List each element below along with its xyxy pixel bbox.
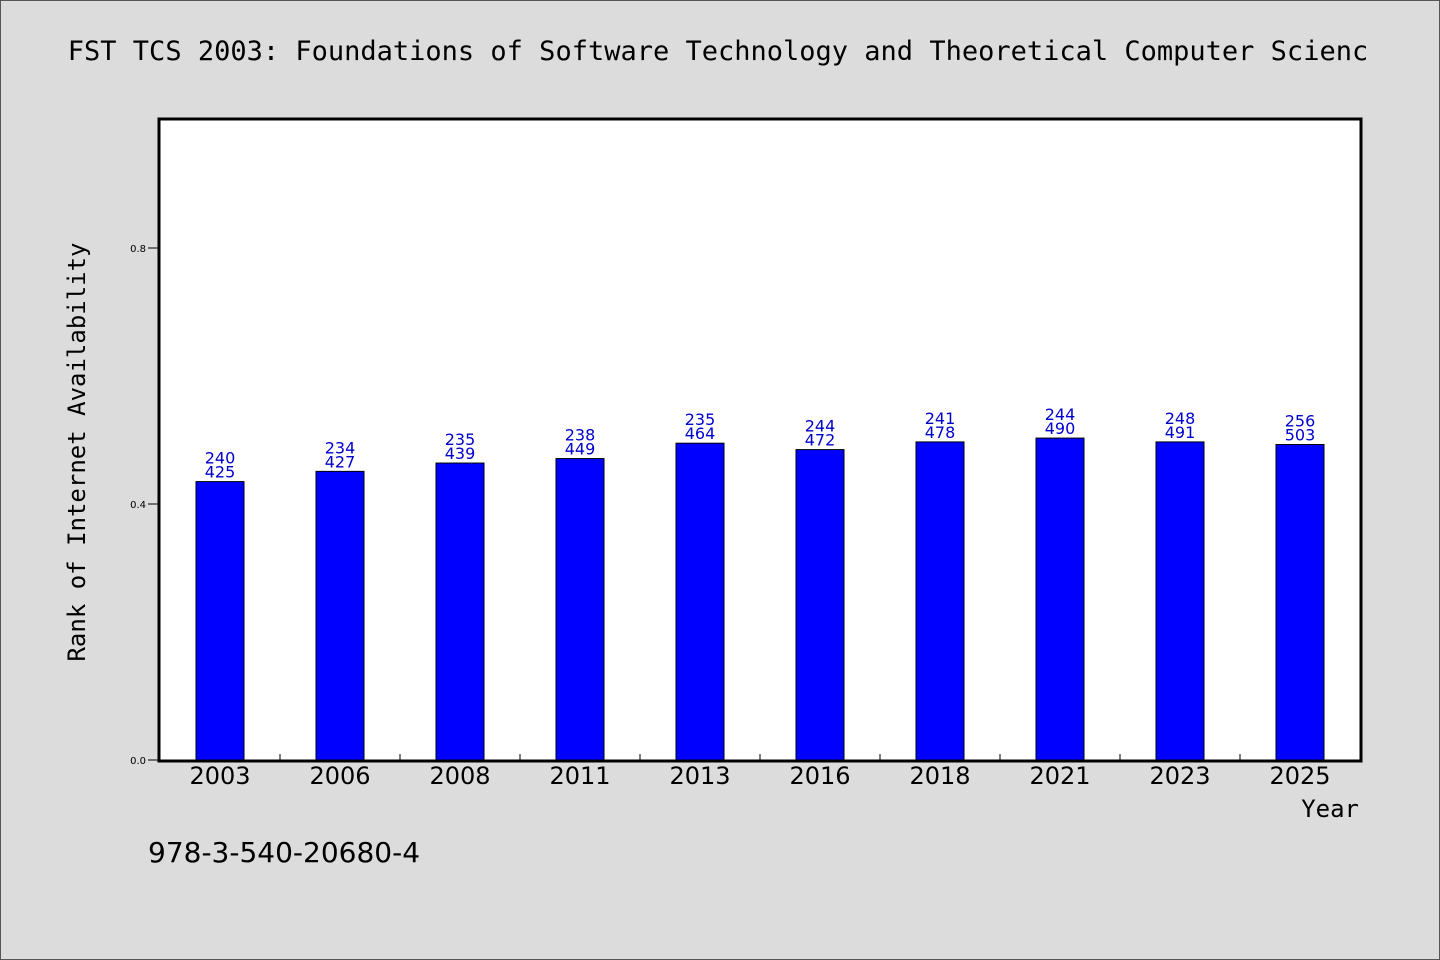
bar-label-bottom: 427 bbox=[325, 452, 356, 471]
bar-label-bottom: 491 bbox=[1165, 423, 1196, 442]
x-axis-label: Year bbox=[1301, 795, 1359, 823]
bar-2011 bbox=[555, 458, 605, 761]
bar-label-bottom: 439 bbox=[445, 444, 476, 463]
x-tick-label: 2008 bbox=[429, 762, 490, 790]
bar-label-top: 235 bbox=[685, 410, 716, 429]
bar-label-top: 240 bbox=[205, 449, 236, 468]
isbn-footnote: 978-3-540-20680-4 bbox=[148, 836, 420, 869]
bar-label-bottom: 425 bbox=[205, 463, 236, 482]
bar-label-bottom: 503 bbox=[1285, 425, 1316, 444]
x-axis: 2003 2006 2008 2011 2013 2016 2018 2021 2023 2025 bbox=[189, 754, 1331, 790]
bar-2025 bbox=[1275, 443, 1325, 761]
bar-2006 bbox=[315, 470, 365, 761]
y-axis-label: Rank of Internet Availability bbox=[63, 242, 91, 661]
bar-label-top: 241 bbox=[925, 409, 956, 428]
bar-label-bottom: 449 bbox=[565, 440, 596, 459]
x-tick-label: 2003 bbox=[189, 762, 250, 790]
bar-label-bottom: 472 bbox=[805, 431, 836, 450]
bar-label-top: 244 bbox=[1045, 405, 1076, 424]
bar-label-bottom: 478 bbox=[925, 423, 956, 442]
x-tick-label: 2025 bbox=[1269, 762, 1330, 790]
x-tick-label: 2006 bbox=[309, 762, 370, 790]
x-tick-label: 2011 bbox=[549, 762, 610, 790]
y-tick-label: 0.4 bbox=[130, 500, 146, 511]
bar-label-top: 238 bbox=[565, 426, 596, 445]
bar-label-bottom: 464 bbox=[685, 424, 716, 443]
bar-2013 bbox=[675, 442, 725, 761]
bar-label-top: 256 bbox=[1285, 411, 1316, 430]
bar-label-top: 234 bbox=[325, 438, 356, 457]
bar-label-top: 248 bbox=[1165, 409, 1196, 428]
chart-title: FST TCS 2003: Foundations of Software Te… bbox=[68, 36, 1368, 67]
bar-2018 bbox=[915, 441, 965, 761]
x-tick-label: 2021 bbox=[1029, 762, 1090, 790]
bar-2008 bbox=[435, 462, 485, 761]
y-axis: 0.0 0.4 0.8 bbox=[130, 244, 160, 767]
bar-2021 bbox=[1035, 437, 1085, 761]
bar-label-top: 244 bbox=[805, 417, 836, 436]
bar-2016 bbox=[795, 449, 845, 761]
bar-series bbox=[195, 437, 1325, 761]
y-tick-label: 0.8 bbox=[130, 244, 146, 255]
bar-label-bottom: 490 bbox=[1045, 419, 1076, 438]
bar-2003 bbox=[195, 481, 245, 761]
bar-2023 bbox=[1155, 441, 1205, 761]
x-tick-label: 2013 bbox=[669, 762, 730, 790]
bar-label-top: 235 bbox=[445, 430, 476, 449]
x-tick-label: 2016 bbox=[789, 762, 850, 790]
x-tick-label: 2023 bbox=[1149, 762, 1210, 790]
y-tick-label: 0.0 bbox=[130, 756, 146, 767]
x-tick-label: 2018 bbox=[909, 762, 970, 790]
